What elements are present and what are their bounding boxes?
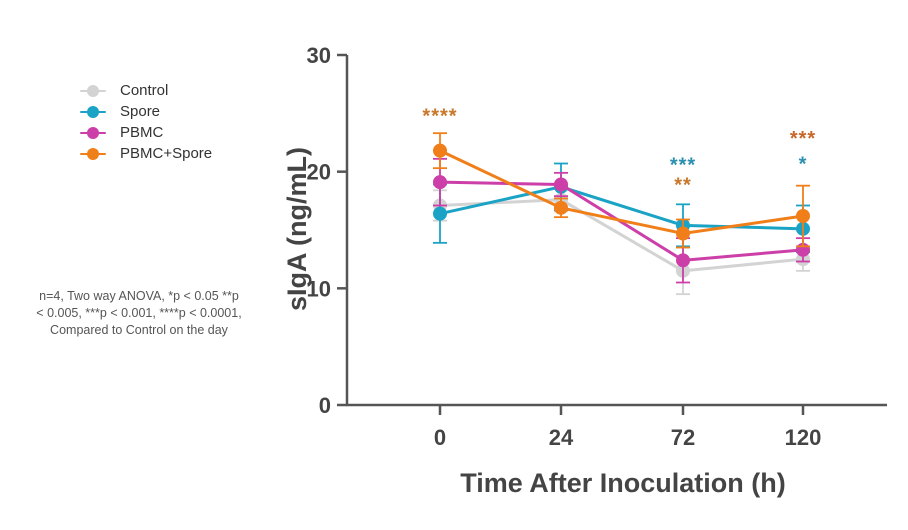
series-line bbox=[439, 180, 804, 262]
note-line: n=4, Two way ANOVA, *p < 0.05 **p bbox=[39, 289, 239, 303]
y-axis-label: sIgA (ng/mL) bbox=[282, 147, 312, 311]
legend-item-control: Control bbox=[78, 80, 212, 101]
series-layer bbox=[433, 132, 810, 296]
y-tick-label: 0 bbox=[319, 393, 331, 418]
series-spore bbox=[433, 162, 810, 254]
y-tick-label: 30 bbox=[307, 43, 331, 68]
data-point bbox=[433, 206, 447, 221]
x-tick-label: 24 bbox=[549, 425, 574, 450]
data-point bbox=[676, 226, 690, 241]
legend-label-control: Control bbox=[120, 82, 169, 99]
data-point bbox=[433, 175, 447, 190]
legend-swatch-control bbox=[78, 84, 108, 98]
x-axis-label: Time After Inoculation (h) bbox=[460, 468, 786, 498]
data-point bbox=[433, 143, 447, 158]
series-line bbox=[439, 185, 804, 231]
legend-swatch-pbmc-spore bbox=[78, 147, 108, 161]
significance-marker: ** bbox=[674, 175, 692, 197]
legend-label-spore: Spore bbox=[120, 103, 161, 120]
series-line bbox=[439, 149, 804, 236]
statistics-note: n=4, Two way ANOVA, *p < 0.05 **p < 0.00… bbox=[12, 288, 266, 339]
data-point bbox=[676, 253, 690, 268]
x-tick-label: 120 bbox=[785, 425, 822, 450]
y-tick-label: 20 bbox=[307, 160, 331, 185]
legend-item-pbmc: PBMC bbox=[78, 122, 212, 143]
legend: Control Spore PBMC PBMC+Spore bbox=[78, 80, 212, 164]
annotation-layer: ************* bbox=[422, 106, 816, 197]
legend-swatch-spore bbox=[78, 105, 108, 119]
significance-marker: *** bbox=[670, 155, 696, 177]
significance-marker: **** bbox=[422, 106, 457, 128]
series-pbmc-spore bbox=[433, 132, 810, 249]
x-tick-label: 0 bbox=[434, 425, 446, 450]
significance-marker: *** bbox=[790, 128, 816, 150]
legend-item-pbmc-spore: PBMC+Spore bbox=[78, 143, 212, 164]
note-line: < 0.005, ***p < 0.001, ****p < 0.0001, bbox=[36, 306, 242, 320]
data-point bbox=[554, 177, 568, 192]
legend-label-pbmc: PBMC bbox=[120, 124, 164, 141]
y-tick-label: 10 bbox=[307, 276, 331, 301]
significance-marker: * bbox=[799, 154, 808, 176]
data-point bbox=[796, 209, 810, 223]
series-line bbox=[439, 198, 804, 273]
legend-item-spore: Spore bbox=[78, 101, 212, 122]
legend-label-pbmc-spore: PBMC+Spore bbox=[120, 145, 213, 162]
data-point bbox=[554, 200, 568, 215]
legend-swatch-pbmc bbox=[78, 126, 108, 140]
axes: 0 10 20 30 0 24 72 120 bbox=[307, 43, 887, 450]
x-tick-label: 72 bbox=[671, 425, 695, 450]
note-line: Compared to Control on the day bbox=[50, 323, 228, 337]
